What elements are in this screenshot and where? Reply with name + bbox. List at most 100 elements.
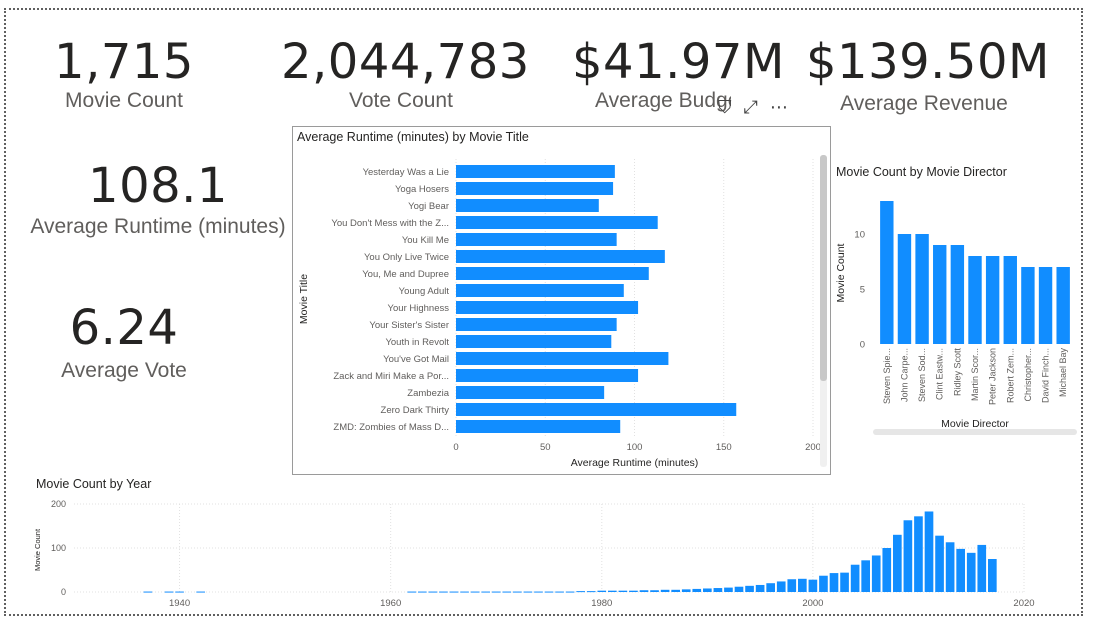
bar [692, 588, 702, 592]
bar [724, 587, 733, 592]
bar [456, 267, 649, 280]
bar [703, 588, 712, 592]
y-category-label: Yoga Hosers [395, 184, 449, 195]
bar [407, 591, 417, 593]
bar [456, 335, 612, 348]
bar [456, 369, 639, 382]
bar [491, 591, 501, 593]
y-category-label: Yogi Bear [408, 201, 449, 212]
bar [544, 591, 554, 593]
count-by-director-chart[interactable]: 0 5 10 Steven Spie... John Carpe... Steven So… [830, 184, 1080, 444]
bar [449, 591, 459, 593]
bar [629, 590, 638, 592]
x-tick-label: 1940 [169, 598, 190, 609]
kpi-vote-count[interactable]: 2,044,783 Vote Count [281, 36, 529, 114]
bar [650, 590, 659, 592]
bar [456, 165, 615, 178]
y-category-label: Youth in Revolt [385, 337, 449, 348]
x-category-label: Steven Sod... [917, 348, 927, 402]
bar [639, 590, 649, 592]
kpi-label: Movie Count [65, 89, 183, 112]
bar [456, 420, 621, 433]
bar [776, 581, 786, 592]
bar [1003, 256, 1017, 344]
y-tick-label: 200 [51, 499, 66, 509]
scrollbar-thumb[interactable] [820, 155, 827, 381]
y-category-label: You Kill Me [402, 235, 449, 246]
more-options-icon[interactable]: ⋯ [769, 97, 788, 118]
x-tick-label: 2000 [802, 598, 823, 609]
count-by-year-chart[interactable]: 0 100 200 1940 1960 1980 2000 2020 Movie Count [28, 494, 1068, 614]
horizontal-scrollbar[interactable] [873, 429, 1077, 435]
y-category-label: You, Me and Dupree [362, 269, 449, 280]
y-tick-label: 100 [51, 543, 66, 553]
kpi-average-budget[interactable]: $41.97M Average Budget [572, 34, 785, 118]
y-category-label: Young Adult [399, 286, 450, 297]
x-axis-title: Movie Director [941, 418, 1009, 430]
bar [456, 386, 605, 399]
runtime-by-title-chart[interactable]: Average Runtime (minutes) by Movie Title… [292, 126, 831, 475]
bar [439, 591, 448, 593]
focus-mode-icon[interactable]: ⤢ [743, 97, 758, 118]
bar [787, 579, 797, 592]
bar [456, 199, 599, 212]
bar [671, 589, 680, 592]
x-tick-label: 0 [453, 442, 458, 453]
kpi-value: 1,715 [54, 34, 194, 90]
bar [935, 535, 944, 592]
kpi-average-runtime[interactable]: 108.1 Average Runtime (minutes) [20, 160, 296, 240]
kpi-value: $41.97M [572, 34, 785, 90]
x-tick-label: 100 [627, 442, 643, 453]
director-chart-title: Movie Count by Movie Director [836, 165, 1007, 179]
bar [1038, 267, 1053, 344]
bar [808, 579, 818, 592]
bar [481, 591, 490, 593]
vertical-scrollbar[interactable] [820, 155, 827, 467]
bar [456, 216, 658, 229]
bar [456, 318, 617, 331]
report-canvas [4, 8, 1083, 616]
y-axis-title: Movie Count [835, 243, 847, 302]
bar [897, 234, 912, 344]
bar [1021, 267, 1035, 344]
bar [713, 588, 723, 592]
bar [903, 520, 913, 592]
kpi-label: Average Budget [595, 89, 731, 112]
bar [914, 516, 923, 592]
kpi-value: 6.24 [69, 300, 179, 356]
visual-header: ⛉ ⤢ ⋯ [718, 98, 788, 118]
kpi-value: 108.1 [88, 158, 228, 214]
x-category-label: Michael Bay [1058, 348, 1068, 398]
y-tick-label: 0 [860, 340, 865, 351]
bar [766, 583, 775, 592]
chart-title: Average Runtime (minutes) by Movie Title [297, 130, 529, 144]
bar [945, 542, 955, 592]
bar [755, 584, 765, 592]
bar [819, 575, 828, 592]
runtime-bars-svg: 0 50 100 150 200 Yesterday Was a Lie Yoga Hose… [298, 159, 821, 469]
bar [893, 534, 902, 592]
x-category-label: David Finch... [1041, 348, 1051, 403]
kpi-movie-count[interactable]: 1,715 Movie Count [54, 36, 194, 114]
kpi-average-revenue[interactable]: $139.50M Average Revenue [806, 34, 1050, 117]
bar [882, 548, 892, 592]
bar [840, 572, 849, 592]
y-category-label: Zambezia [407, 388, 449, 399]
y-axis-title: Movie Count [33, 528, 42, 571]
bar [143, 591, 153, 593]
y-tick-label: 0 [61, 587, 66, 597]
bar [798, 578, 807, 592]
bar [608, 590, 617, 592]
bar [456, 403, 737, 416]
y-tick-label: 10 [854, 230, 865, 241]
bar [565, 591, 575, 593]
y-axis-title: Movie Title [298, 274, 310, 324]
kpi-label: Average Runtime (minutes) [30, 215, 286, 238]
bar [681, 589, 691, 592]
kpi-average-vote[interactable]: 6.24 Average Vote [52, 302, 196, 384]
bar [460, 591, 469, 593]
kpi-value: $139.50M [806, 34, 1050, 90]
filter-icon[interactable]: ⛉ [718, 97, 732, 118]
bar [470, 591, 480, 593]
bar [966, 552, 976, 592]
